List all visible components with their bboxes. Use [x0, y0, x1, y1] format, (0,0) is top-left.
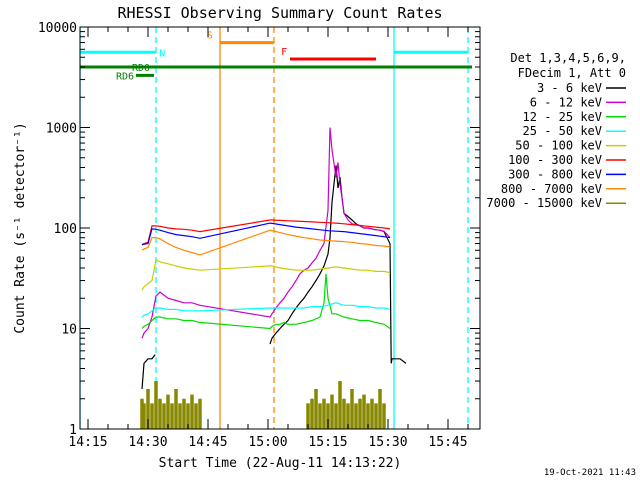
- y-tick-label: 1: [69, 423, 77, 438]
- legend-header-line-1: Det 1,3,4,5,6,9,: [510, 51, 626, 65]
- y-tick-label: 1000: [46, 122, 77, 137]
- legend-header-line-2: FDecim 1, Att 0: [518, 66, 626, 80]
- plot-frame: [79, 26, 481, 430]
- legend-label-1: 6 - 12 keV: [530, 95, 602, 109]
- chart-title: RHESSI Observing Summary Count Rates: [117, 4, 442, 22]
- legend-label-0: 3 - 6 keV: [537, 81, 602, 95]
- series-line-3: [141, 302, 391, 318]
- x-tick-label: 15:15: [308, 435, 347, 450]
- y-tick-label: 10000: [38, 21, 77, 36]
- x-tick-label: 14:30: [128, 435, 167, 450]
- footer-timestamp: 19-Oct-2021 11:43: [544, 468, 636, 478]
- flag-label-2: S: [207, 31, 213, 42]
- legend-label-5: 100 - 300 keV: [508, 153, 602, 167]
- y-axis-label: Count Rate (s⁻¹ detector⁻¹): [13, 122, 28, 333]
- x-tick-label: 15:30: [368, 435, 407, 450]
- y-tick-label: 100: [54, 222, 77, 237]
- flag-label-0: N: [159, 48, 165, 59]
- legend-label-6: 300 - 800 keV: [508, 167, 602, 181]
- legend-label-2: 12 - 25 keV: [523, 110, 602, 124]
- x-axis-label: Start Time (22-Aug-11 14:13:22): [159, 456, 402, 471]
- series-line-2: [141, 273, 391, 330]
- x-tick-label: 15:00: [248, 435, 287, 450]
- legend-label-4: 50 - 100 keV: [515, 139, 602, 153]
- legend-label-8: 7000 - 15000 keV: [486, 196, 602, 210]
- legend-label-3: 25 - 50 keV: [523, 124, 602, 138]
- x-tick-label: 15:45: [428, 435, 467, 450]
- series-line-6: [141, 222, 391, 246]
- series-line-7: [141, 229, 391, 256]
- flag-label-4: RD0: [132, 63, 150, 74]
- series-7000-15000-kev: [140, 381, 386, 429]
- legend: Det 1,3,4,5,6,9, FDecim 1, Att 0 3 - 6 k…: [486, 51, 626, 210]
- flag-label-3: F: [281, 47, 287, 58]
- legend-label-7: 800 - 7000 keV: [501, 182, 602, 196]
- series-line-4: [141, 259, 391, 291]
- series-line-5: [141, 219, 391, 246]
- y-tick-label: 10: [61, 323, 77, 338]
- x-tick-label: 14:45: [188, 435, 227, 450]
- x-tick-label: 14:15: [68, 435, 107, 450]
- flag-label-5: RD6: [116, 71, 134, 82]
